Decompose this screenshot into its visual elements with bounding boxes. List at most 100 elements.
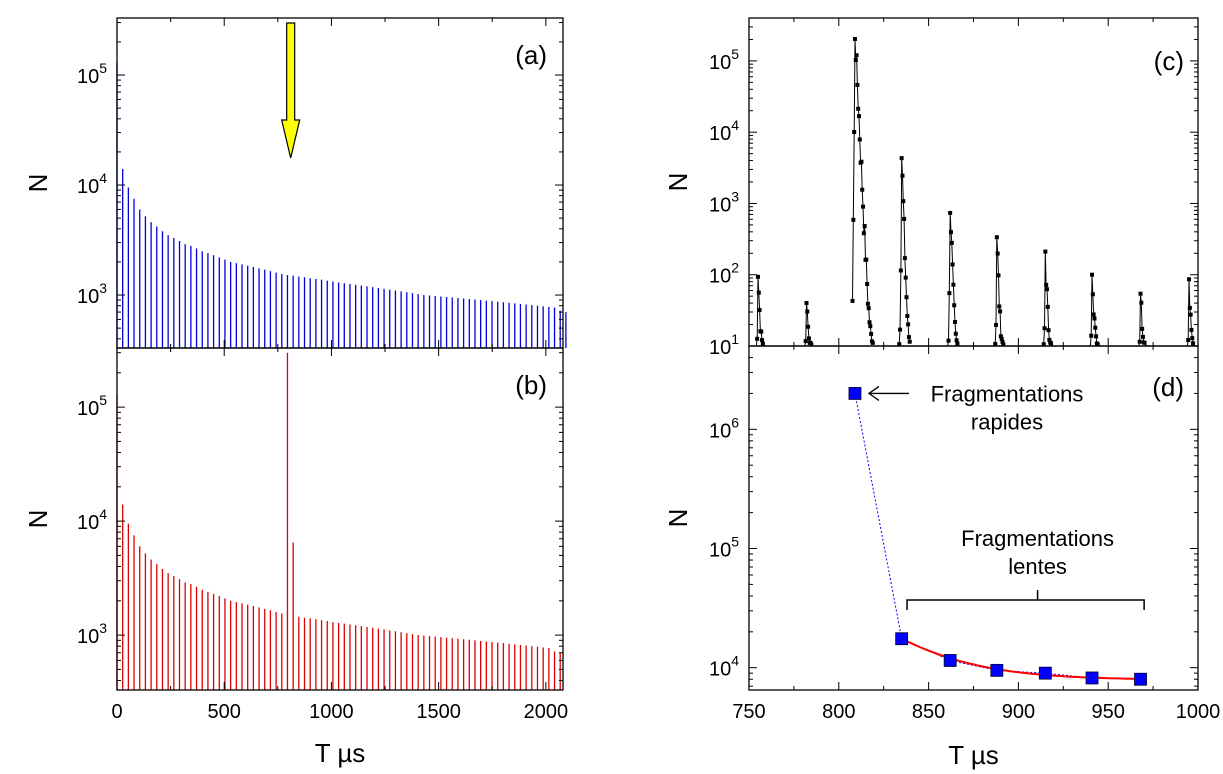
point-d-4 [1039,667,1051,679]
panel-label-c: (c) [1154,46,1184,76]
panel-a: 103 104 105 N (a) [23,18,566,348]
point-c-2-2 [852,130,856,134]
point-c-7-8 [1094,334,1098,338]
point-c-0-5 [758,308,762,312]
point-d-5 [1086,672,1098,684]
ylabel-b: N [23,510,53,529]
fit-curve-d [902,639,1139,679]
xtick-label-b: 2000 [524,701,569,723]
point-c-2-11 [859,160,863,164]
panel-b: 103 104 105 0 500 1000 1500 2000 T µs N (b) [23,348,568,768]
panel-a-frame [117,18,563,348]
point-c-2-21 [868,320,872,324]
xtick-label-d: 800 [822,701,855,723]
point-c-2-17 [864,258,868,262]
panel-b-frame [117,348,563,690]
point-c-2-1 [851,218,855,222]
panel-c: 101 102 103 104 105 N (c) [663,18,1198,359]
point-c-4-12 [955,341,959,345]
point-c-3-2 [899,268,903,272]
xtick-label-b: 1000 [309,701,354,723]
point-c-2-15 [863,224,867,228]
xtick-label-b: 1500 [416,701,461,723]
point-c-2-12 [860,188,864,192]
point-c-7-2 [1089,334,1093,338]
point-c-6-5 [1045,287,1049,291]
point-c-5-5 [996,273,1000,277]
ytick-label-a: 103 [77,280,107,308]
point-c-3-3 [900,156,904,160]
point-d-1 [896,633,908,645]
point-c-1-3 [804,301,808,305]
point-c-2-25 [871,341,875,345]
point-c-4-9 [953,320,957,324]
point-c-2-7 [856,107,860,111]
point-c-6-2 [1043,326,1047,330]
ylabel-d: N [663,509,693,528]
point-d-0 [849,387,861,399]
annotation-bracket [907,590,1144,610]
point-c-0-3 [756,275,760,279]
point-c-8-5 [1140,327,1144,331]
point-c-5-3 [995,235,999,239]
xtick-label-d: 1000 [1176,701,1221,723]
point-c-4-7 [951,283,955,287]
point-c-2-6 [855,83,859,87]
point-c-2-3 [853,37,857,41]
ytick-label-b: 104 [77,506,107,534]
panel-label-d: (d) [1152,372,1184,402]
ytick-label-d: 106 [709,414,739,442]
panel-label-a: (a) [515,40,547,70]
panel-label-b: (b) [515,370,547,400]
point-c-5-7 [998,309,1002,313]
point-c-2-14 [862,231,866,235]
annotation-rapides-line1: Fragmentations [931,381,1084,406]
point-c-1-4 [805,310,809,314]
point-c-2-13 [861,205,865,209]
point-c-4-1 [947,339,951,343]
point-c-2-8 [857,114,861,118]
point-c-6-6 [1046,305,1050,309]
point-c-4-5 [950,241,954,245]
point-c-6-4 [1044,283,1048,287]
point-c-7-4 [1091,292,1095,296]
ytick-label-d: 105 [709,534,739,562]
point-c-1-6 [807,336,811,340]
annotation-lentes-line1: Fragmentations [961,526,1114,551]
ytick-label-d: 104 [709,653,739,681]
point-c-3-8 [904,276,908,280]
ytick-label-c: 104 [709,117,739,145]
point-c-3-12 [907,335,911,339]
annotation-lentes-line2: lentes [1008,554,1067,579]
point-c-8-6 [1141,335,1145,339]
point-c-0-4 [757,291,761,295]
point-c-0-2 [755,337,759,341]
point-c-6-3 [1043,250,1047,254]
point-c-2-18 [865,282,869,286]
point-c-1-5 [806,325,810,329]
point-c-4-4 [949,230,953,234]
yellow-arrow-icon [282,23,300,158]
xtick-label-b: 500 [208,701,241,723]
point-c-8-4 [1139,301,1143,305]
point-c-9-5 [1189,313,1193,317]
point-c-2-9 [858,137,862,141]
ytick-label-c: 103 [709,188,739,216]
point-c-4-10 [954,332,958,336]
point-c-6-7 [1047,328,1051,332]
point-c-7-6 [1092,316,1096,320]
point-c-2-0 [851,299,855,303]
point-c-5-6 [997,304,1001,308]
point-c-3-13 [908,340,912,344]
point-c-9-7 [1190,336,1194,340]
point-c-2-4 [854,58,858,62]
point-d-2 [944,654,956,666]
ylabel-a: N [23,174,53,193]
point-c-3-7 [903,256,907,260]
xlabel-d: T µs [948,740,999,770]
point-c-5-2 [994,323,998,327]
ytick-label-a: 104 [77,170,107,198]
point-c-2-22 [868,324,872,328]
point-c-9-8 [1191,341,1195,345]
